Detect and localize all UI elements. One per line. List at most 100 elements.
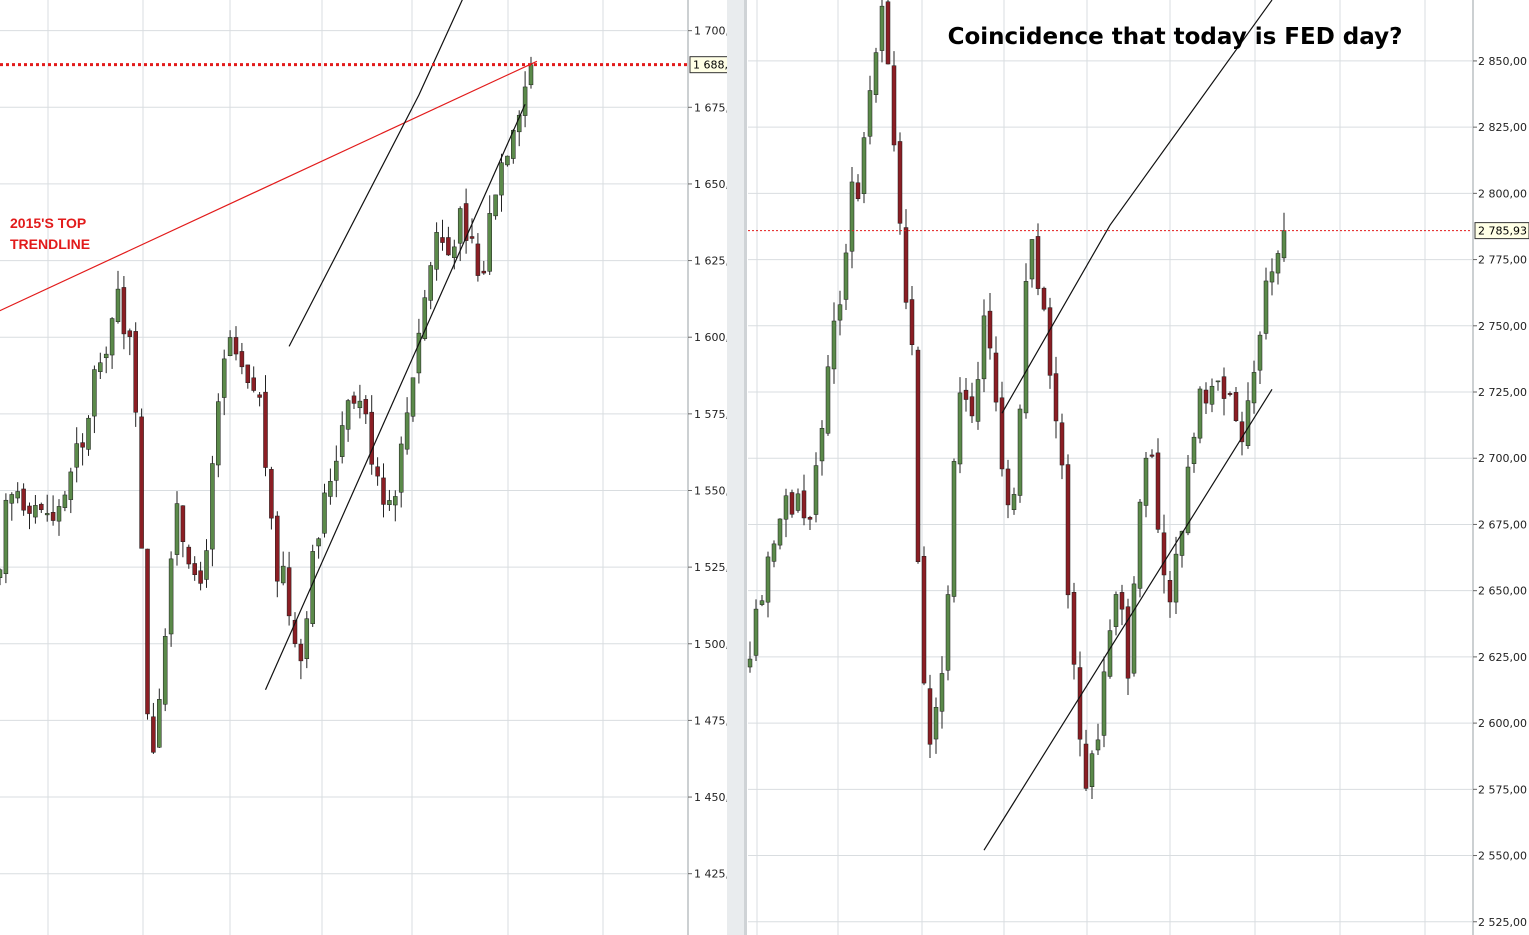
candle-body xyxy=(339,425,345,457)
candle-body xyxy=(452,246,457,258)
candle-body xyxy=(33,505,38,518)
candle-body xyxy=(92,369,97,417)
candle-body xyxy=(1197,388,1203,439)
candle-body xyxy=(239,351,245,368)
left-trendlines xyxy=(0,0,687,690)
candle-body xyxy=(1245,400,1251,446)
candle-body xyxy=(416,332,422,374)
candle-body xyxy=(157,699,162,748)
candle-body xyxy=(0,569,3,578)
candle-body xyxy=(44,513,50,516)
candle-body xyxy=(74,443,79,468)
candle-body xyxy=(263,391,268,468)
candle-body xyxy=(1173,553,1179,603)
candle-body xyxy=(795,493,801,511)
candle-body xyxy=(1179,530,1185,556)
candle-body xyxy=(322,492,327,534)
candle-body xyxy=(825,366,831,434)
candle-body xyxy=(1005,468,1011,506)
candle-body xyxy=(813,465,819,515)
candle-body xyxy=(233,337,239,355)
candle-body xyxy=(891,65,897,146)
candle-body xyxy=(316,538,321,547)
candle-body xyxy=(180,505,186,542)
candle-body xyxy=(1053,373,1059,422)
candle-body xyxy=(103,353,109,359)
y-tick-label: 2 600,00 xyxy=(1478,717,1527,730)
candle-body xyxy=(1071,592,1077,665)
candle-body xyxy=(1161,532,1167,576)
candle-body xyxy=(393,496,398,506)
current-price-badge xyxy=(1474,222,1529,240)
y-tick-label: 2 625,00 xyxy=(1478,651,1527,664)
candle-body xyxy=(849,181,855,252)
candle-body xyxy=(275,515,280,582)
candle-body xyxy=(1209,385,1215,405)
candle-body xyxy=(280,565,286,584)
trendline-channel-lower xyxy=(264,103,526,690)
right-price-axis[interactable]: 2 850,00 2 825,00 2 800,00 2 775,00 2 750,00… xyxy=(1473,55,1529,929)
candle-body xyxy=(789,492,795,515)
candle-body xyxy=(1143,457,1149,506)
y-tick-label: 2 775,00 xyxy=(1478,254,1527,267)
candle-body xyxy=(1041,287,1047,310)
candle-body xyxy=(440,237,445,243)
candle-body xyxy=(434,232,439,270)
candle-body xyxy=(1035,236,1041,289)
y-tick-label: 2 550,00 xyxy=(1478,850,1527,863)
candle-body xyxy=(292,619,298,644)
candle-body xyxy=(151,716,156,753)
candle-body xyxy=(1251,372,1257,404)
candle-body xyxy=(1089,753,1095,787)
y-tick-label: 2 800,00 xyxy=(1478,187,1527,200)
candle-body xyxy=(298,643,304,662)
candle-body xyxy=(987,310,993,349)
candle-body xyxy=(50,512,56,521)
candle-body xyxy=(21,488,26,511)
candle-body xyxy=(1191,436,1197,464)
candle-body xyxy=(398,443,404,493)
right-candles xyxy=(747,0,1287,799)
candle-body xyxy=(1269,271,1275,283)
candle-body xyxy=(210,463,215,550)
candle-body xyxy=(903,227,909,303)
candle-body xyxy=(867,90,873,137)
left-grid xyxy=(0,0,687,935)
candle-body xyxy=(837,304,843,321)
panel-divider xyxy=(727,0,747,935)
candle-body xyxy=(1107,630,1113,677)
candle-body xyxy=(369,411,374,465)
candle-body xyxy=(499,162,504,196)
candle-body xyxy=(475,243,481,276)
candle-body xyxy=(162,636,168,705)
candle-body xyxy=(909,299,915,345)
candle-body xyxy=(39,503,44,510)
trendline-channel-upper xyxy=(288,0,463,347)
candle-body xyxy=(56,506,62,522)
candle-body xyxy=(1113,594,1119,627)
candle-body xyxy=(873,52,879,95)
candle-body xyxy=(777,518,783,546)
trendline-trend-a xyxy=(0,60,538,312)
candle-body xyxy=(969,396,975,417)
trendline-annotation-line2: TRENDLINE xyxy=(10,236,90,252)
candle-body xyxy=(463,203,469,241)
candle-body xyxy=(783,495,789,520)
candle-body xyxy=(933,707,939,740)
y-tick-label: 2 700,00 xyxy=(1478,452,1527,465)
candle-body xyxy=(747,658,753,668)
trendline-channel-upper xyxy=(1001,0,1273,414)
candle-body xyxy=(245,364,251,383)
chart-title: Coincidence that today is FED day? xyxy=(948,24,1403,50)
candle-body xyxy=(174,503,180,555)
candle-body xyxy=(957,392,963,465)
candle-body xyxy=(186,546,192,565)
candle-body xyxy=(1119,592,1125,610)
candle-body xyxy=(334,460,339,481)
y-tick-label: 2 750,00 xyxy=(1478,320,1527,333)
right-grid xyxy=(748,0,1472,935)
candle-body xyxy=(257,394,262,398)
right-chart-panel: 2 850,00 2 825,00 2 800,00 2 775,00 2 750,00… xyxy=(747,0,1529,935)
